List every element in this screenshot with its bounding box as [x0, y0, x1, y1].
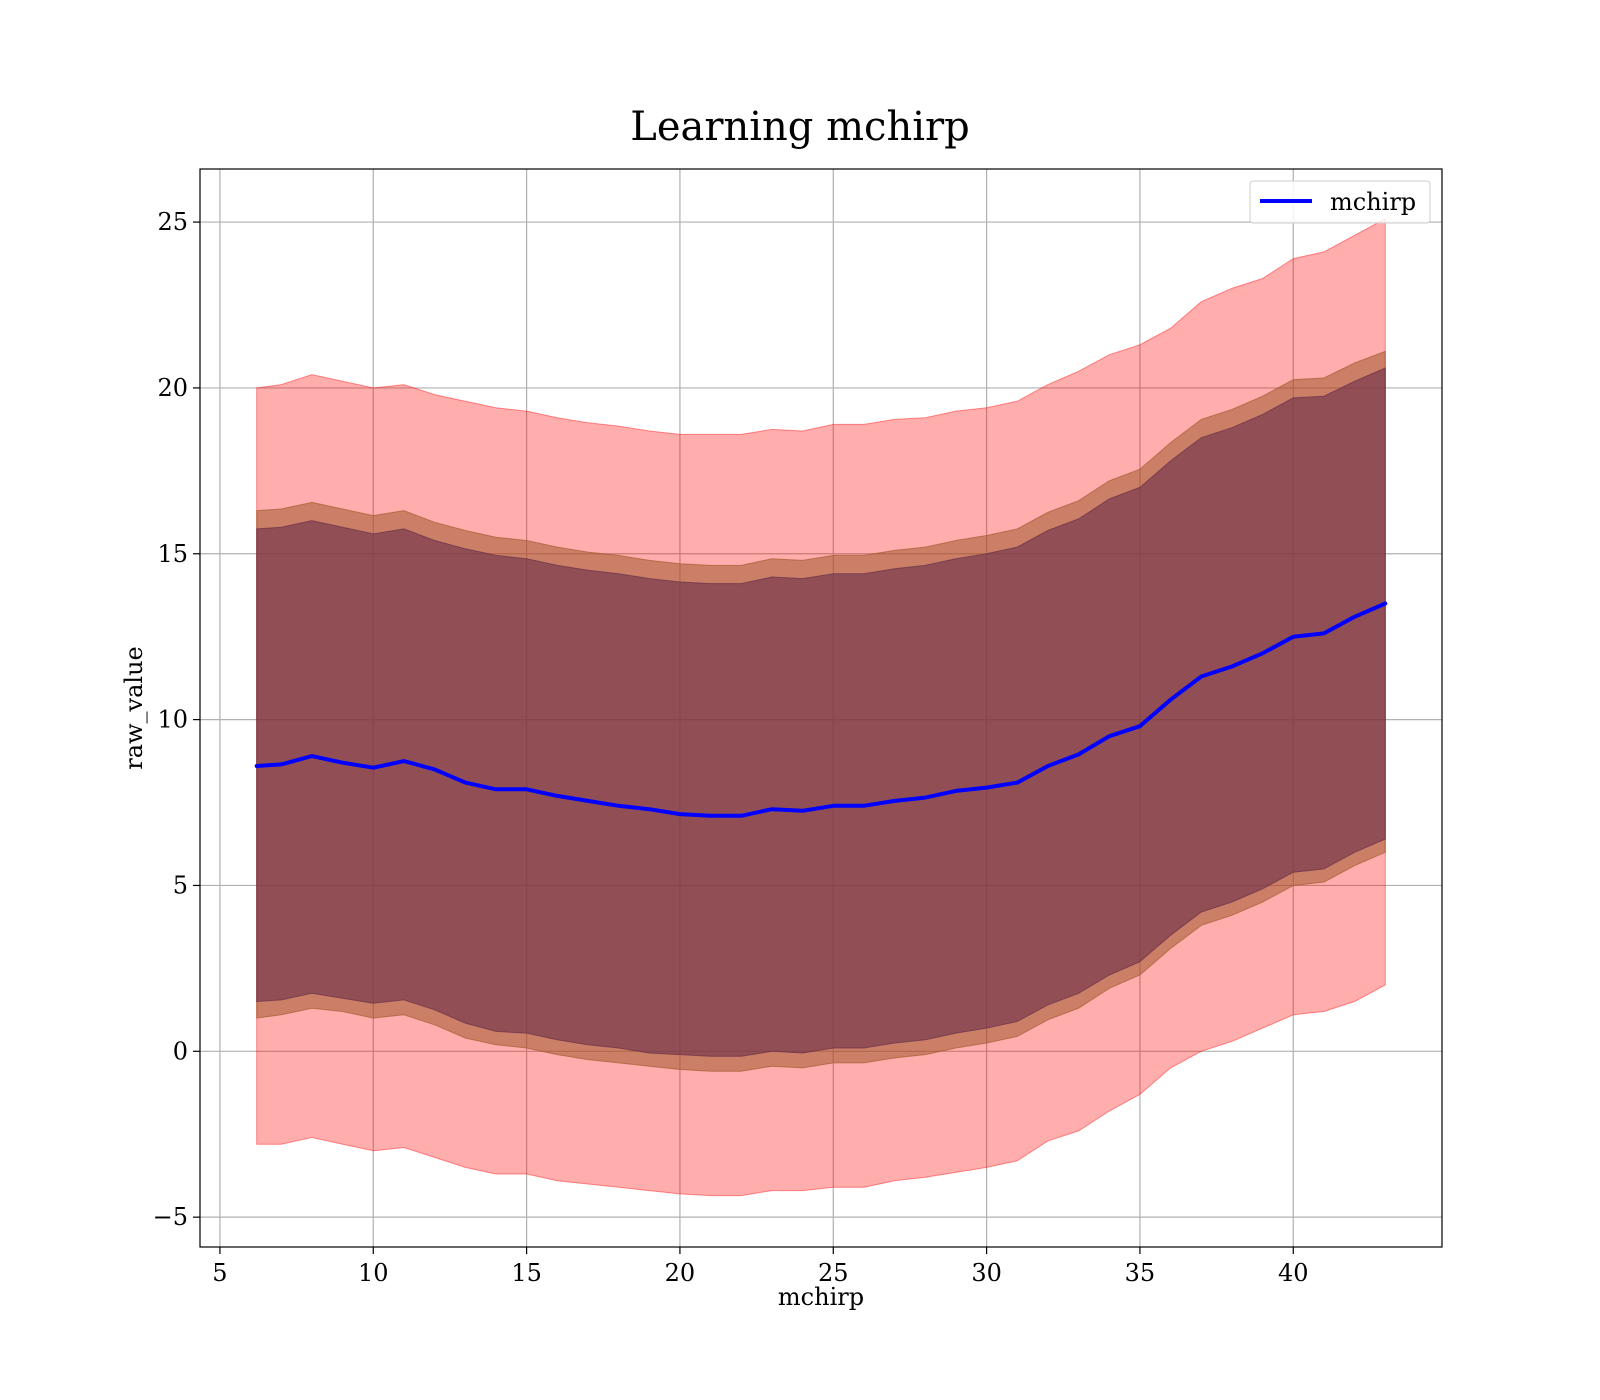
y-tick-label: 20 [157, 374, 188, 402]
x-tick-label: 30 [971, 1259, 1002, 1287]
legend-box [1249, 180, 1431, 224]
x-tick-label: 5 [212, 1259, 227, 1287]
legend-label: mchirp [1330, 188, 1416, 216]
x-tick-label: 15 [511, 1259, 542, 1287]
y-tick-label: −5 [153, 1203, 188, 1231]
chart-title: Learning mchirp [630, 104, 969, 150]
y-tick-label: 15 [157, 540, 188, 568]
x-axis-label: mchirp [778, 1283, 864, 1311]
plot-frame [199, 168, 1443, 1248]
x-tick-label: 40 [1278, 1259, 1309, 1287]
axis-ticks: 5 10 15 20 25 30 35 40 −5 0 5 10 15 20 25 [153, 208, 1309, 1287]
legend: mchirp [1249, 180, 1431, 224]
y-axis-label: raw_value [120, 646, 148, 770]
series-line-mchirp [254, 601, 1388, 818]
x-tick-label: 35 [1125, 1259, 1156, 1287]
series-lines [254, 601, 1388, 818]
x-tick-label: 25 [818, 1259, 849, 1287]
y-tick-label: 5 [173, 871, 188, 899]
y-tick-label: 10 [157, 706, 188, 734]
y-tick-label: 0 [173, 1037, 188, 1065]
y-tick-label: 25 [157, 208, 188, 236]
x-tick-label: 10 [358, 1259, 389, 1287]
confidence-band-3 [256, 367, 1386, 1057]
confidence-bands [256, 217, 1386, 1197]
x-tick-label: 20 [665, 1259, 696, 1287]
